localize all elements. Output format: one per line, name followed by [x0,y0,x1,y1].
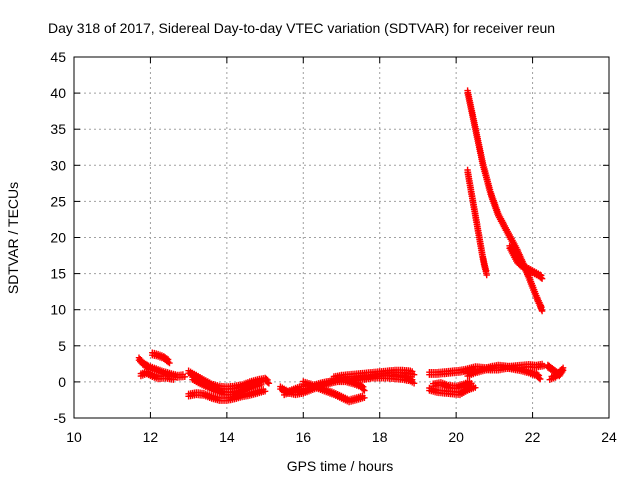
series-steep-upper [464,87,546,315]
series-arc-b [137,368,177,383]
marker-trace [300,378,368,406]
x-tick-label: 16 [295,429,311,445]
x-tick-label: 24 [601,429,617,445]
chart-title: Day 318 of 2017, Sidereal Day-to-day VTE… [48,20,555,36]
y-tick-label: 45 [50,49,66,65]
series-arc-a [135,354,188,381]
y-tick-label: 25 [50,193,66,209]
y-axis-title: SDTVAR / TECUs [5,182,21,294]
y-tick-label: 35 [50,121,66,137]
y-tick-label: 5 [58,338,66,354]
y-axis-ticks: -5 0 5 10 15 20 25 30 35 40 45 [50,49,609,426]
x-tick-label: 22 [525,429,541,445]
marker-trace [137,368,177,383]
grid-lines [74,57,609,418]
x-tick-label: 12 [143,429,159,445]
x-axis-title: GPS time / hours [287,458,394,474]
series-arc-i [300,378,368,406]
y-tick-label: 20 [50,230,66,246]
marker-trace [345,369,414,386]
marker-trace [464,166,490,279]
series-arc-n [430,378,475,392]
y-tick-label: 15 [50,266,66,282]
marker-trace [464,361,544,383]
marker-trace [430,378,475,392]
marker-trace [135,354,188,381]
x-tick-label: 18 [372,429,388,445]
data-points [135,87,567,406]
series-arc-l [345,369,414,386]
marker-trace [506,242,546,282]
marker-trace [464,87,546,315]
series-steep-lower [464,166,490,279]
series-arc-f [189,374,265,399]
series-crossing-tail [506,242,546,282]
series-arc-q [544,361,567,383]
marker-trace [544,361,567,383]
x-tick-label: 14 [219,429,235,445]
x-tick-label: 20 [448,429,464,445]
y-tick-label: -5 [54,410,67,426]
marker-trace [149,349,173,367]
y-tick-label: 10 [50,302,66,318]
series-arc-c [149,349,173,367]
y-tick-label: 0 [58,374,66,390]
series-arc-p [464,361,544,383]
x-axis-ticks: 10 12 14 16 18 20 22 24 [66,57,617,445]
x-tick-label: 10 [66,429,82,445]
y-tick-label: 40 [50,85,66,101]
y-tick-label: 30 [50,157,66,173]
marker-trace [189,374,265,399]
